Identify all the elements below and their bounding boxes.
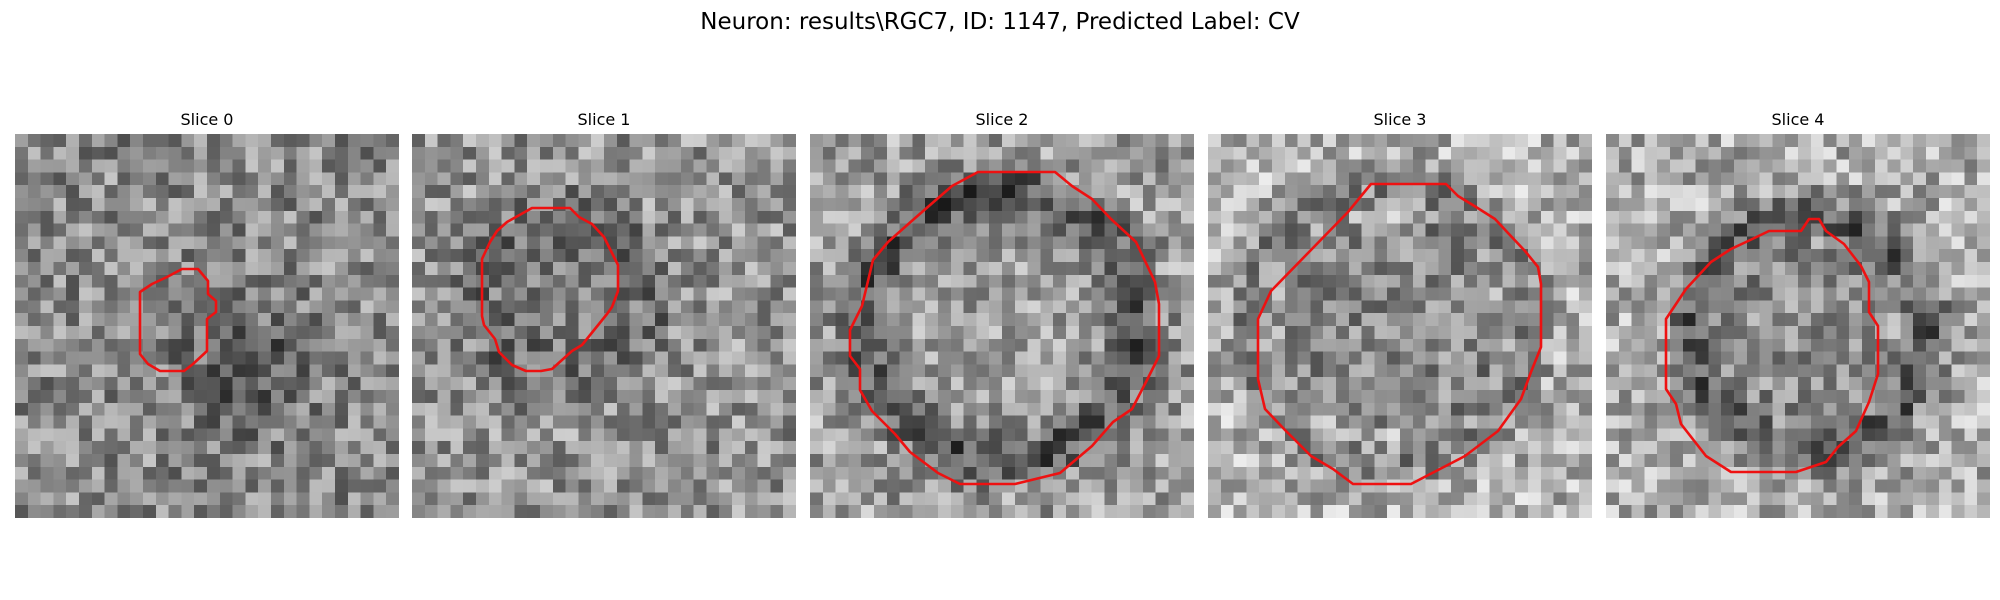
- segmentation-contour-3: [1256, 182, 1543, 486]
- slice-image-1: [412, 134, 796, 518]
- slice-panel-4: Slice 4: [1606, 110, 1990, 518]
- slice-panel-1: Slice 1: [412, 110, 796, 518]
- slice-title-3: Slice 3: [1373, 110, 1427, 129]
- slice-overlay-3: [1256, 182, 1543, 486]
- slice-panel-0: Slice 0: [15, 110, 399, 518]
- slice-overlay-1: [480, 206, 620, 373]
- slice-title-2: Slice 2: [975, 110, 1029, 129]
- segmentation-contour-2: [848, 170, 1161, 486]
- slice-image-2: [810, 134, 1194, 518]
- slice-title-1: Slice 1: [577, 110, 631, 129]
- slice-overlay-4: [1664, 217, 1880, 474]
- segmentation-contour-1: [480, 206, 620, 373]
- figure-title: Neuron: results\RGC7, ID: 1147, Predicte…: [700, 9, 1300, 35]
- slice-title-0: Slice 0: [180, 110, 234, 129]
- segmentation-contour-0: [138, 267, 218, 373]
- slice-image-3: [1208, 134, 1592, 518]
- slice-panel-2: Slice 2: [810, 110, 1194, 518]
- slice-overlay-2: [848, 170, 1161, 486]
- slice-overlay-0: [138, 267, 218, 373]
- slice-panel-3: Slice 3: [1208, 110, 1592, 518]
- slice-title-4: Slice 4: [1771, 110, 1825, 129]
- slice-image-4: [1606, 134, 1990, 518]
- segmentation-contour-4: [1664, 217, 1880, 474]
